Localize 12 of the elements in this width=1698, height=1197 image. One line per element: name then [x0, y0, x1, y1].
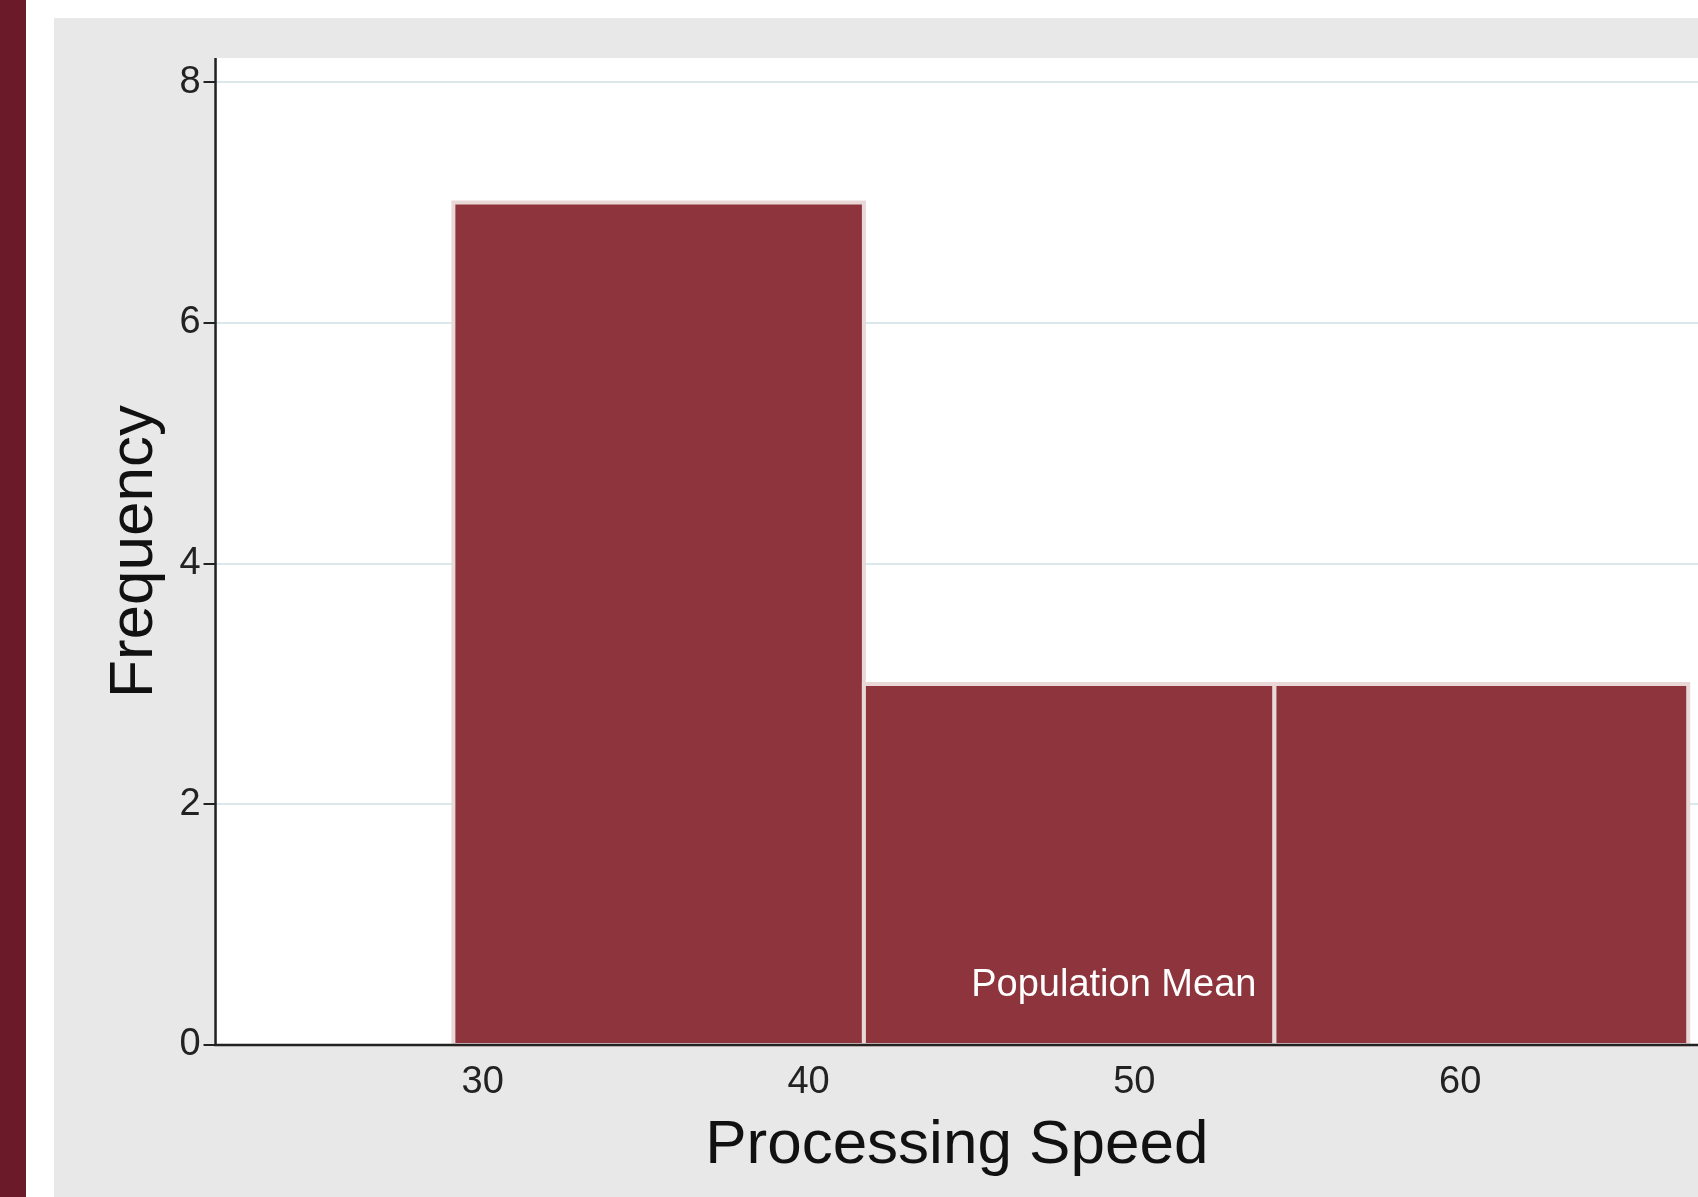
y-tick-label: 2 — [179, 780, 201, 823]
x-axis-title: Processing Speed — [705, 1106, 1209, 1176]
y-axis-title: Frequency — [96, 405, 166, 698]
x-tick-label: 60 — [1439, 1059, 1482, 1102]
y-tick-label: 8 — [179, 58, 201, 101]
annotation: Population Mean — [971, 962, 1257, 1005]
x-tick-label: 40 — [787, 1059, 830, 1102]
x-tick-label: 30 — [461, 1059, 504, 1102]
y-tick-label: 0 — [179, 1021, 201, 1064]
y-tick-label: 6 — [179, 299, 201, 342]
y-tick-label: 4 — [179, 540, 201, 583]
x-tick-label: 50 — [1113, 1059, 1156, 1102]
